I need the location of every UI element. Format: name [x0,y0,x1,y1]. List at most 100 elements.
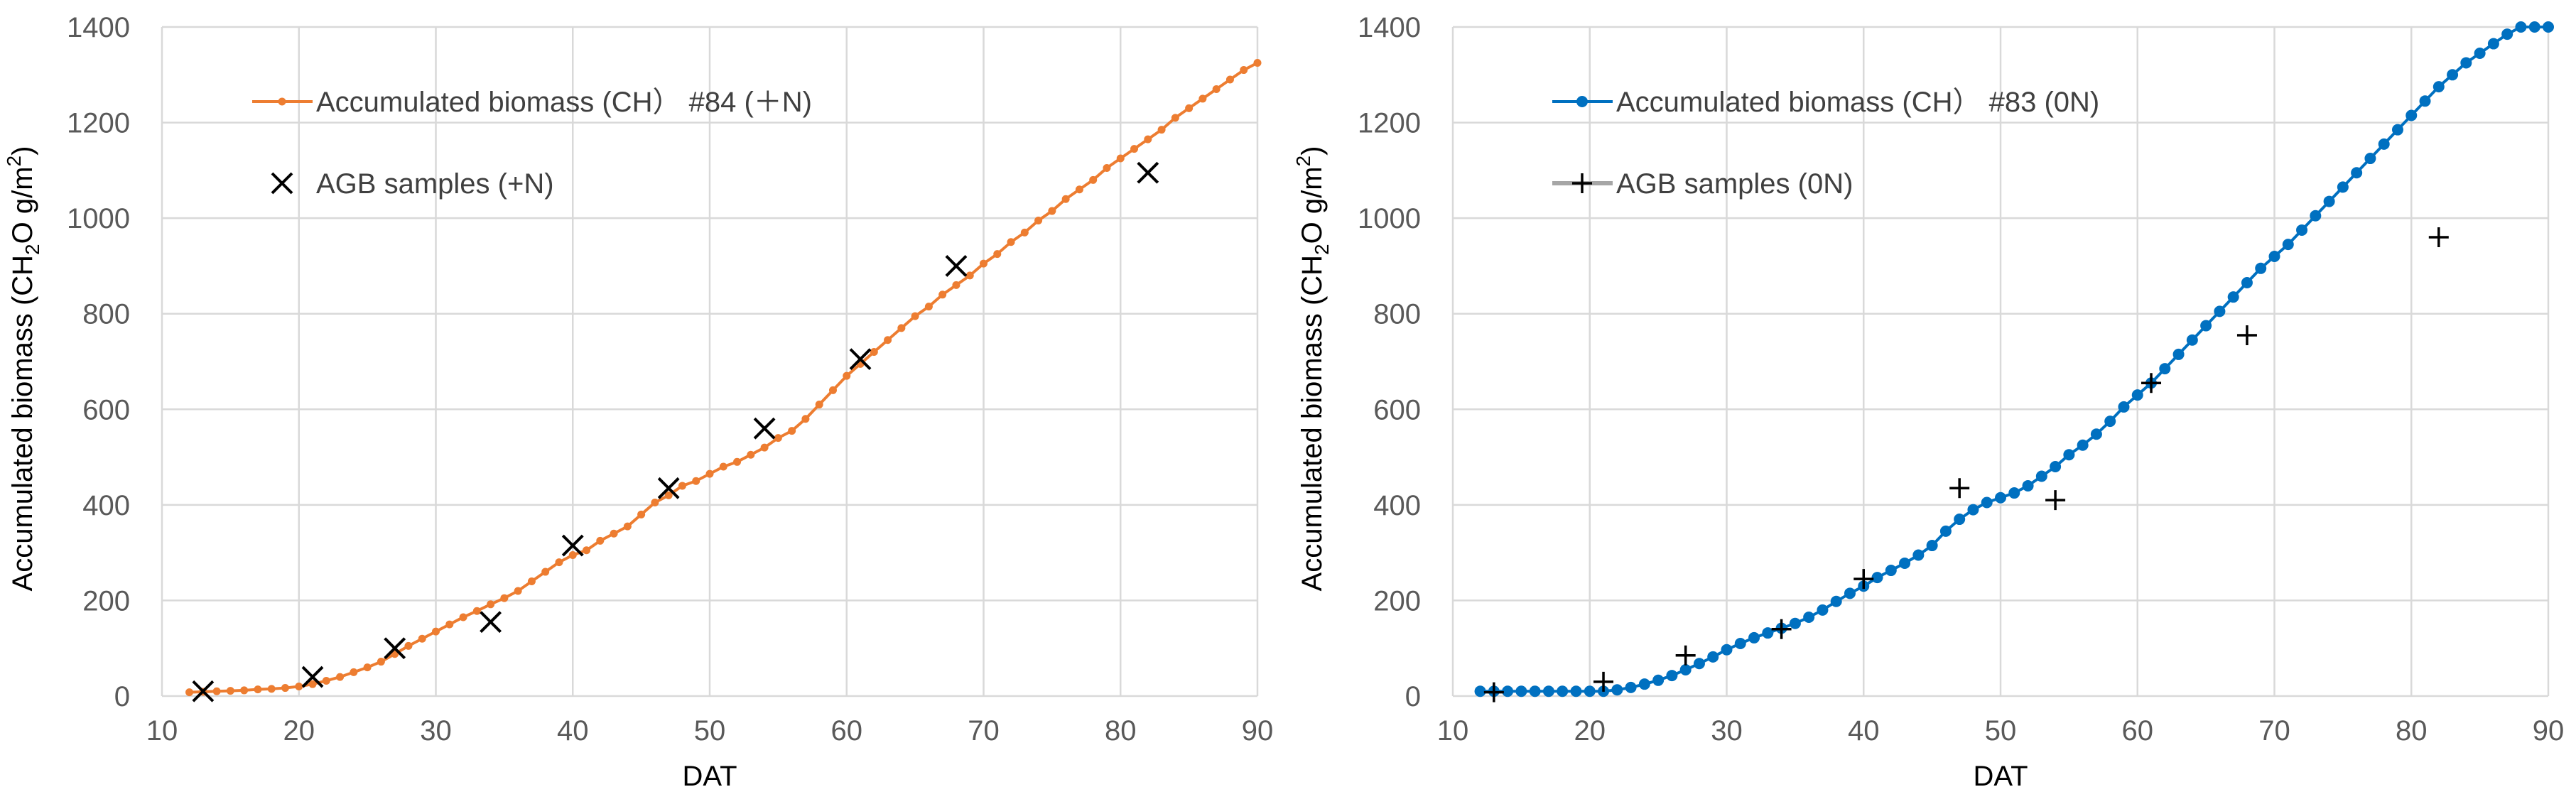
data-point [801,415,810,423]
data-point [2214,305,2226,317]
legend-marker [1576,96,1588,107]
y-axis-label-part: Accumulated biomass (CH [7,255,38,592]
chart-panel-1: 10 20 30 40 50 60 70 80 90 0 200 400 600 800 1000 1200 1… [3,12,1273,792]
data-point [993,250,1002,259]
data-point [980,259,987,268]
y-tick-label: 1200 [67,108,130,139]
y-axis-label-part: Accumulated biomass (CH [1297,255,1328,592]
data-point [1225,75,1234,84]
data-point [1103,163,1111,172]
data-point [938,291,947,299]
data-point [561,534,584,557]
data-point [487,600,495,609]
data-point [843,371,851,380]
data-point [1089,175,1098,184]
data-point [623,522,632,531]
data-point [1830,595,1842,607]
y-tick-label: 800 [1373,299,1421,330]
data-point [254,685,262,694]
data-point [2543,21,2554,33]
data-point [788,427,796,435]
data-point [1240,66,1248,75]
data-point [322,676,330,685]
data-point [828,386,837,394]
data-point [1557,685,1569,697]
data-point [2419,95,2431,107]
data-point [2351,167,2363,179]
y-tick-label: 400 [1373,490,1421,521]
legend-marker [1572,173,1592,193]
data-point [2378,138,2390,150]
chart-panel-2: 10 20 30 40 50 60 70 80 90 0 200 400 600 800 1000 1200 1… [1292,12,2564,792]
data-point [719,462,727,471]
data-point [1995,492,2006,504]
y-tick-label: 200 [1373,585,1421,617]
data-point [445,620,454,629]
data-point [1954,514,1966,526]
data-point [1198,94,1207,103]
x-tick-label: 50 [694,715,726,746]
data-point [459,613,467,621]
data-point [1034,217,1043,225]
data-point [1253,58,1262,67]
series-line [1480,26,2548,693]
data-point [1625,681,1637,693]
data-point [527,577,536,586]
data-point [1803,611,1815,623]
y-tick-label: 800 [82,299,130,330]
data-point [884,336,892,344]
y-tick-label: 600 [82,394,130,425]
data-point [2501,28,2513,40]
y-tick-label: 400 [82,490,130,521]
legend-label: Accumulated biomass (CH） #83 (0N) [1616,87,2099,118]
data-point [2035,470,2047,482]
data-point [472,607,481,615]
legend-label: AGB samples (+N) [316,168,554,200]
data-point [1075,185,1083,194]
x-axis-label: DAT [682,761,737,792]
data-point [514,587,522,595]
data-point [500,594,509,602]
y-tick-label: 0 [1405,681,1421,712]
data-point [1593,671,1614,692]
data-point [1570,685,1582,697]
legend-marker [271,172,293,195]
data-point [1762,627,1774,639]
x-tick-label: 90 [2533,715,2565,746]
data-point [350,668,358,676]
data-point [2428,227,2449,248]
data-point [2282,239,2294,251]
data-point [2227,291,2239,303]
x-tick-label: 10 [146,715,178,746]
data-point [1912,549,1925,561]
y-axis-label: Accumulated biomass (CH2O g/m2) [1292,146,1333,592]
data-point [1483,682,1504,702]
legend: Accumulated biomass (CH） #84 (＋N) AGB sam… [252,87,812,200]
data-point [849,348,872,371]
data-point [733,457,742,466]
data-point [2432,81,2445,93]
data-point [1771,619,1792,639]
data-point [1707,651,1719,663]
data-point [897,324,906,332]
data-point [583,546,591,555]
data-point [480,611,502,634]
data-point [2063,449,2075,461]
series-2 [1483,227,2449,702]
data-point [774,434,782,442]
data-point [432,627,440,636]
data-point [555,558,563,567]
data-point [753,417,776,440]
data-point [651,498,659,506]
data-point [870,348,878,357]
data-point [568,551,577,560]
data-point [2268,250,2280,262]
data-point [1981,496,1993,509]
y-axis-label-part: 2 [1292,156,1314,167]
data-point [1967,504,1979,516]
legend-marker [278,97,286,106]
data-point [1817,604,1829,616]
data-point [1939,525,1952,537]
y-tick-label: 1000 [67,203,130,234]
